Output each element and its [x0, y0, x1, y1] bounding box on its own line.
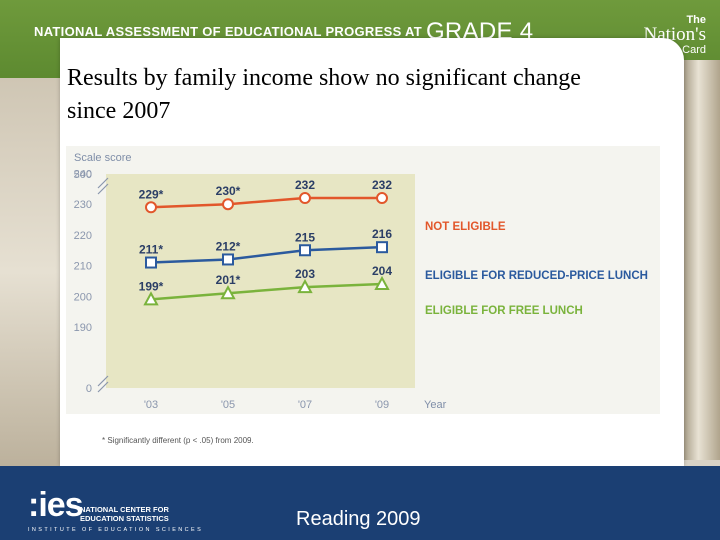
series-line	[150, 245, 383, 264]
x-tick-label: '09	[375, 399, 389, 411]
data-label: 199*	[139, 279, 164, 293]
data-label: 211*	[139, 243, 163, 257]
institute-label: INSTITUTE OF EDUCATION SCIENCES	[28, 527, 204, 533]
series-line	[150, 196, 382, 209]
axis-break-mark	[97, 177, 109, 195]
y-tick-label: 220	[74, 230, 92, 242]
nces-label: NATIONAL CENTER FOR EDUCATION STATISTICS	[80, 505, 169, 523]
data-point-marker	[374, 275, 390, 291]
data-label: 203	[295, 267, 315, 281]
data-point-marker	[145, 256, 157, 269]
y-tick-label: 210	[74, 261, 92, 273]
data-label: 215	[295, 230, 315, 244]
data-point-marker	[222, 198, 234, 211]
data-point-marker	[145, 201, 157, 214]
x-axis-label: Year	[424, 399, 447, 411]
legend-entry: ELIGIBLE FOR REDUCED-PRICE LUNCH	[425, 270, 648, 282]
data-label: 232	[372, 178, 392, 192]
data-label: 201*	[216, 273, 241, 287]
data-label: 229*	[139, 187, 164, 201]
subject-label: Reading 2009	[296, 508, 421, 530]
data-point-marker	[299, 192, 311, 205]
axis-break-mark	[97, 375, 109, 393]
y-tick-label: 200	[74, 291, 92, 303]
x-tick-label: '03	[144, 399, 158, 411]
y-tick-label: 230	[74, 199, 92, 211]
nces-line2: EDUCATION STATISTICS	[80, 514, 169, 523]
data-point-marker	[222, 253, 234, 266]
logo-the: The	[686, 14, 706, 26]
y-tick-label: 190	[74, 322, 92, 334]
data-point-marker	[220, 285, 236, 300]
y-tick-label: 500	[74, 169, 92, 181]
footnote: * Significantly different (p < .05) from…	[102, 436, 254, 445]
slide-title: Results by family income show no signifi…	[67, 65, 581, 124]
data-label: 216	[372, 227, 392, 241]
nces-line1: NATIONAL CENTER FOR	[80, 505, 169, 514]
data-point-marker	[376, 192, 388, 205]
legend-entry: ELIGIBLE FOR FREE LUNCH	[425, 305, 583, 317]
background-decoration-left	[0, 78, 60, 466]
data-label: 204	[372, 264, 392, 278]
legend-entry: NOT ELIGIBLE	[425, 221, 506, 233]
assessment-label: NATIONAL ASSESSMENT OF EDUCATIONAL PROGR…	[34, 24, 422, 39]
ies-logo: :ies	[28, 486, 84, 524]
data-point-marker	[299, 244, 311, 257]
data-point-marker	[376, 241, 388, 254]
y-tick-label: 0	[86, 383, 92, 395]
x-tick-label: '07	[298, 399, 312, 411]
footer-bar	[0, 466, 720, 540]
series-line	[150, 282, 383, 301]
data-label: 232	[295, 178, 315, 192]
y-axis-label: Scale score	[74, 152, 131, 164]
x-tick-label: '05	[221, 399, 235, 411]
data-point-marker	[143, 291, 159, 306]
data-point-marker	[297, 279, 313, 294]
data-label: 212*	[216, 239, 241, 253]
y-tick-label: 240	[74, 169, 92, 181]
plot-area	[106, 174, 415, 388]
background-decoration-right	[684, 60, 720, 460]
data-label: 230*	[216, 184, 241, 198]
